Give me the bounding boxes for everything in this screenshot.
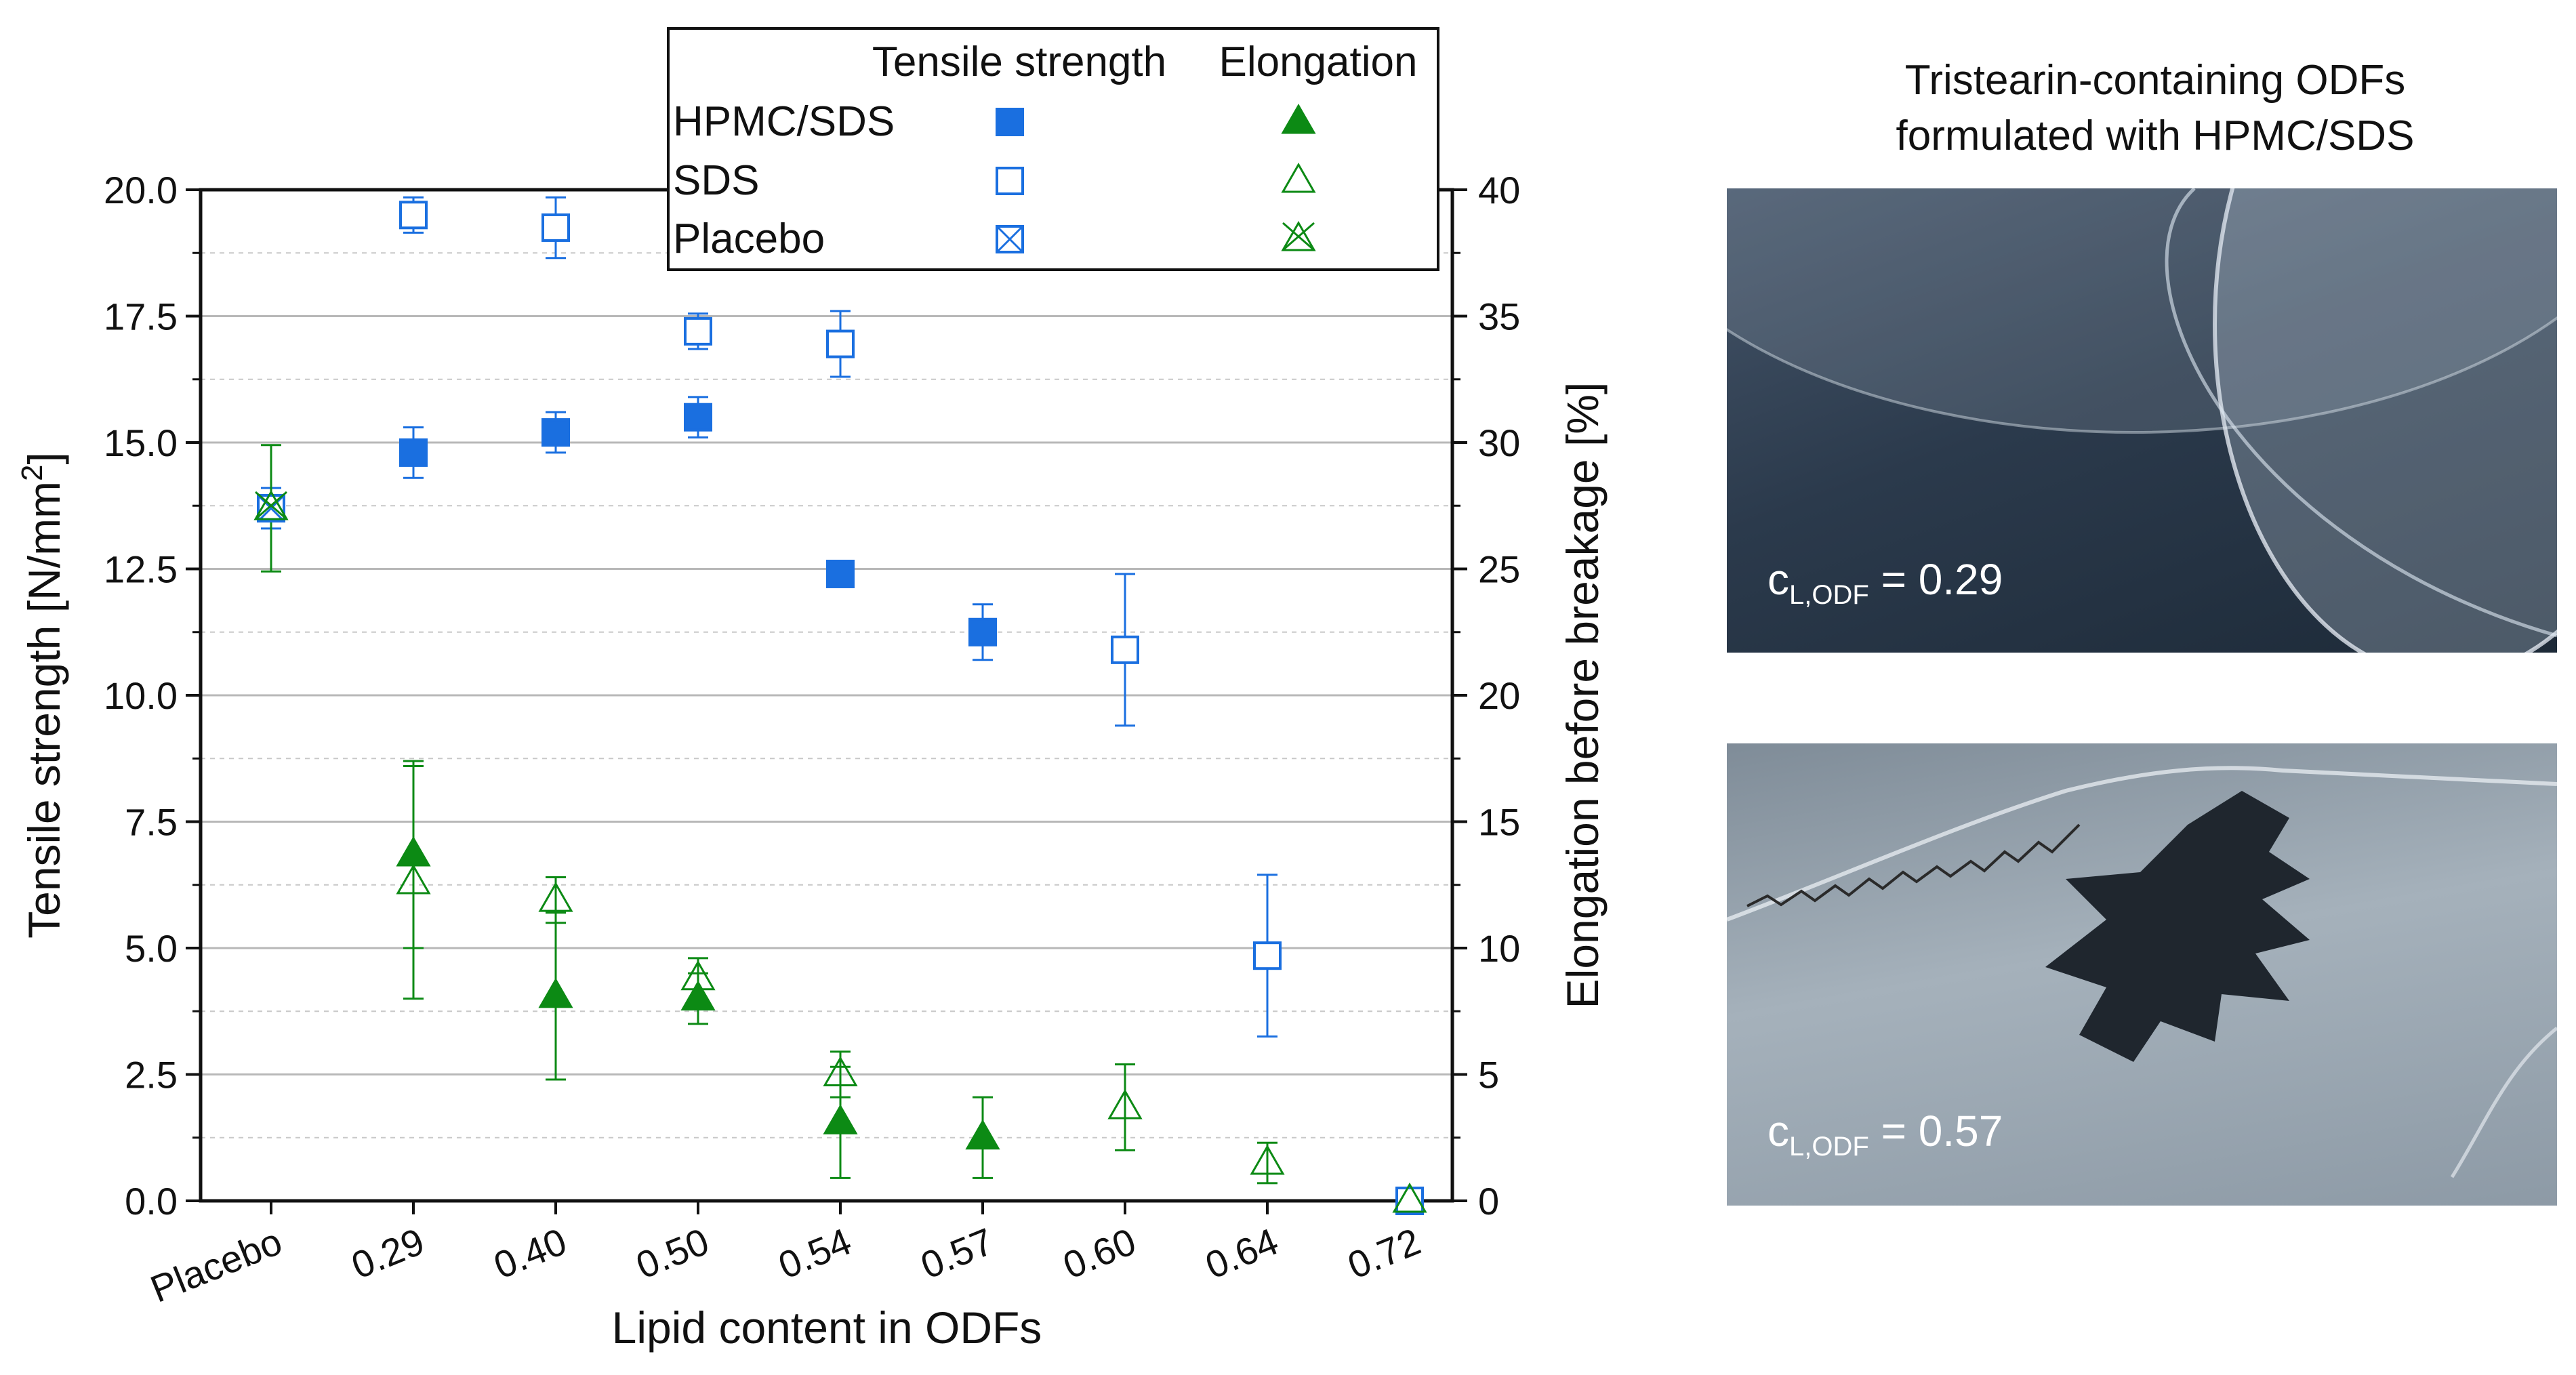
photo-odf-029: cL,ODF = 0.29	[1727, 188, 2557, 653]
data-point	[1111, 635, 1139, 664]
x-tick-label: 0.72	[1342, 1220, 1427, 1287]
left-tick-label: 15.0	[104, 422, 178, 464]
data-point	[1250, 1145, 1285, 1175]
data-point	[965, 1119, 1000, 1150]
film-jagged-line	[1746, 823, 2081, 907]
data-point	[826, 329, 855, 358]
right-tick-label: 5	[1478, 1054, 1499, 1096]
x-tick-label: 0.29	[346, 1220, 430, 1287]
legend-row-sds: SDS	[673, 157, 759, 204]
legend-marker-elongation-cross-b	[1282, 222, 1315, 251]
data-point	[396, 836, 431, 867]
photo-title-line2: formulated with HPMC/SDS	[1896, 112, 2415, 159]
film-tear-dark	[2045, 791, 2310, 1062]
data-point	[541, 418, 570, 447]
legend-header-tensile: Tensile strength	[872, 39, 1166, 85]
data-point	[684, 403, 712, 432]
legend-row-placebo: Placebo	[673, 216, 825, 262]
data-point	[1392, 1182, 1427, 1213]
y-left-label-main: Tensile strength [N/mm	[19, 481, 69, 939]
left-tick-label: 12.5	[104, 548, 178, 591]
left-tick-label: 7.5	[125, 801, 178, 844]
legend-row-hpmc-sds: HPMC/SDS	[673, 98, 895, 145]
data-point	[541, 213, 570, 242]
x-tick-label: 0.60	[1057, 1220, 1142, 1287]
x-tick-label: 0.50	[630, 1220, 715, 1287]
data-point	[396, 864, 431, 895]
legend-marker-elongation	[1281, 220, 1316, 251]
data-markers	[253, 201, 1427, 1215]
data-point	[826, 559, 855, 588]
data-point-cross-b	[255, 491, 287, 520]
x-tick-label: Placebo	[144, 1220, 287, 1311]
film-tear-edge	[1727, 766, 2557, 922]
right-tick-label: 10	[1478, 927, 1520, 970]
right-tick-label: 20	[1478, 674, 1520, 717]
film-bottom-edge	[2450, 1027, 2557, 1178]
legend-marker-elongation	[1281, 162, 1316, 193]
left-tick-label: 20.0	[104, 169, 178, 211]
photo-panel-title: Tristearin-containing ODFs formulated wi…	[1708, 53, 2576, 164]
data-point	[538, 977, 573, 1008]
legend-markers	[996, 103, 1316, 253]
tensile-elongation-chart: 0.02.55.07.510.012.515.017.520.005101520…	[16, 27, 1608, 1353]
data-point	[253, 489, 289, 520]
data-point	[399, 438, 428, 467]
data-point	[538, 882, 573, 912]
legend-marker-elongation	[1281, 103, 1316, 134]
legend-marker-tensile	[996, 108, 1024, 136]
legend: Tensile strength Elongation HPMC/SDS SDS…	[667, 27, 1439, 271]
data-point	[968, 617, 997, 647]
left-tick-label: 2.5	[125, 1054, 178, 1096]
x-tick-label: 0.57	[915, 1220, 1000, 1287]
y-left-label-sup: 2	[16, 464, 49, 480]
x-tick-label: 0.40	[488, 1220, 573, 1287]
right-tick-label: 0	[1478, 1180, 1499, 1223]
axis-ticks: 0.0 2.5 5.0 7.5 10.0 12.5 15.0 17.5 20.0 0 5 10 15 20…	[104, 169, 1520, 1311]
x-tick-label: 0.54	[773, 1220, 857, 1287]
photo-title-line1: Tristearin-containing ODFs	[1904, 57, 2406, 104]
data-point	[680, 980, 716, 1011]
legend-marker-tensile	[996, 167, 1024, 195]
legend-box	[667, 27, 1439, 271]
photo-label-057: cL,ODF = 0.57	[1767, 1107, 2003, 1162]
y-axis-right-label: Elongation before breakage [%]	[1557, 382, 1608, 1009]
left-tick-label: 5.0	[125, 927, 178, 970]
film-edge-2	[1727, 188, 2557, 434]
legend-marker-tensile-cross-b	[996, 225, 1024, 253]
data-point	[1107, 1088, 1143, 1120]
error-bars	[261, 196, 1277, 1185]
data-point	[823, 1104, 858, 1134]
data-point	[1253, 941, 1282, 970]
left-tick-label: 10.0	[104, 674, 178, 717]
left-tick-label: 0.0	[125, 1180, 178, 1223]
right-tick-label: 30	[1478, 422, 1520, 464]
legend-header-elongation: Elongation	[1219, 39, 1417, 85]
gridlines	[201, 252, 1452, 1138]
film-edge-3	[2165, 188, 2557, 638]
data-point	[399, 201, 428, 230]
data-point	[680, 960, 716, 991]
right-tick-label: 40	[1478, 169, 1520, 211]
left-tick-label: 17.5	[104, 295, 178, 338]
y-axis-left-label: Tensile strength [N/mm2]	[16, 452, 69, 939]
data-point	[823, 1056, 858, 1086]
data-point	[684, 316, 712, 346]
right-tick-label: 25	[1478, 548, 1520, 591]
photo-odf-057: cL,ODF = 0.57	[1727, 743, 2557, 1206]
photo-label-029: cL,ODF = 0.29	[1767, 555, 2003, 610]
x-tick-label: 0.64	[1200, 1220, 1284, 1287]
right-tick-label: 15	[1478, 801, 1520, 844]
film-edge-1	[2213, 188, 2557, 653]
data-point-cross-b	[257, 494, 285, 522]
right-tick-label: 35	[1478, 295, 1520, 338]
y-left-label-end: ]	[19, 452, 69, 464]
x-axis-label: Lipid content in ODFs	[612, 1302, 1042, 1353]
